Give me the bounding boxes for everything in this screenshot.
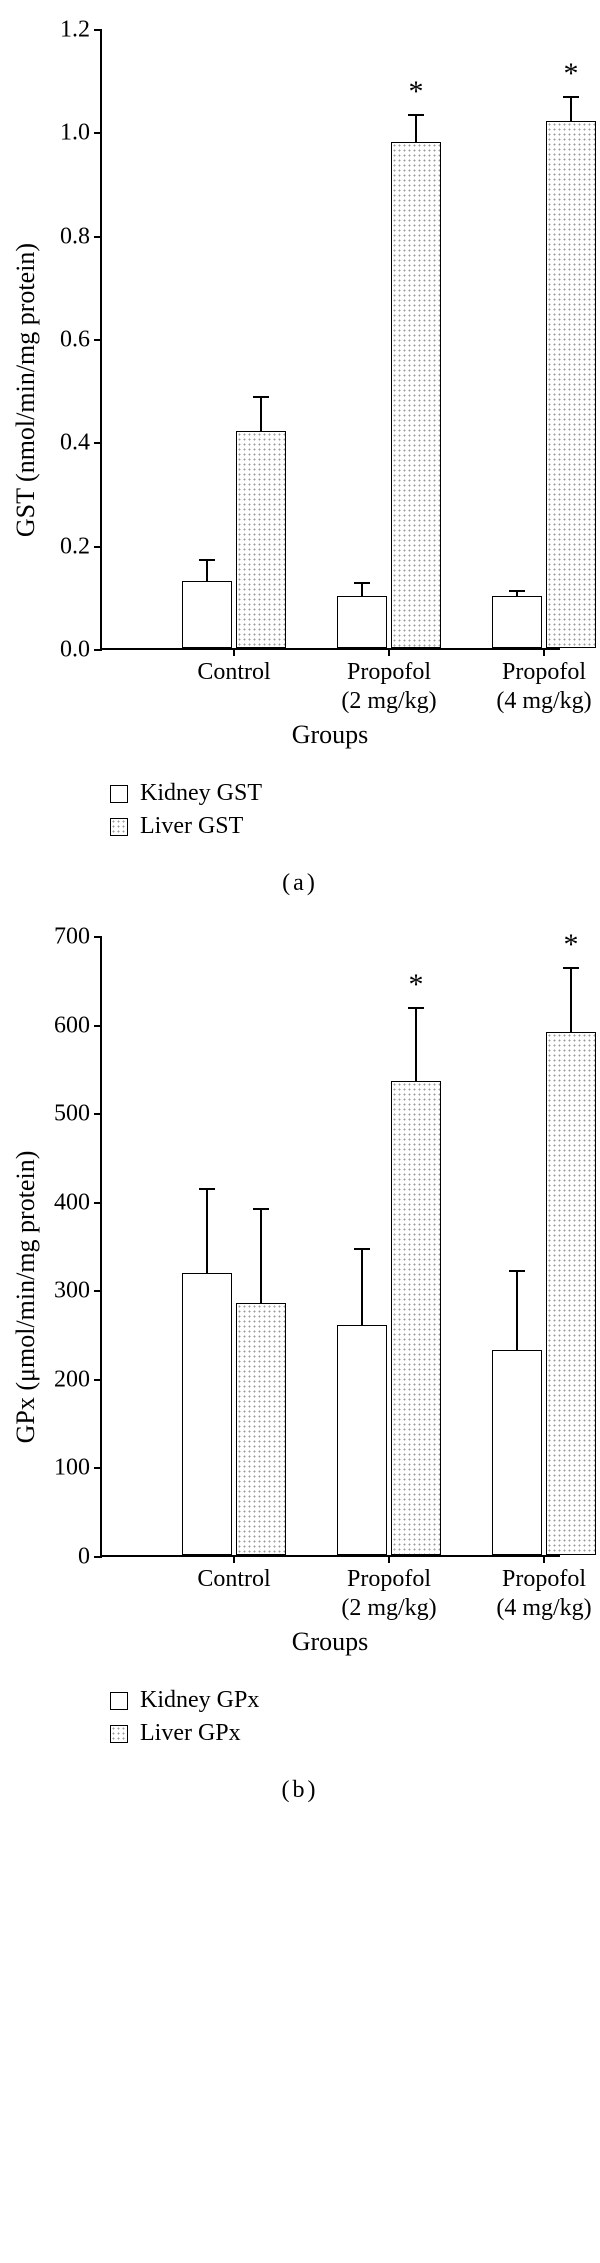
x-axis-label: Groups: [100, 720, 560, 750]
legend-item: Liver GPx: [110, 1720, 590, 1747]
error-bar: [361, 582, 363, 598]
error-bar: [260, 396, 262, 432]
x-tick-label: Propofol(4 mg/kg): [496, 1555, 591, 1623]
y-tick-label: 300: [54, 1278, 102, 1305]
y-tick-label: 700: [54, 924, 102, 951]
panel-label-b: (b): [10, 1777, 590, 1804]
bar-kidney: [337, 596, 387, 648]
bar-kidney: [182, 581, 232, 648]
bar-liver: [391, 142, 441, 648]
legend-a: Kidney GST Liver GST: [110, 780, 590, 840]
y-tick-label: 0.2: [60, 533, 102, 560]
figure-a: GST (nmol/min/mg protein) 0.00.20.40.60.…: [0, 0, 600, 907]
legend-swatch: [110, 1725, 128, 1743]
y-tick-label: 100: [54, 1455, 102, 1482]
figure-b: GPx (μmol/min/mg protein) 01002003004005…: [0, 907, 600, 1814]
bar-kidney: [492, 596, 542, 648]
bar-kidney: [492, 1350, 542, 1555]
y-tick-label: 400: [54, 1189, 102, 1216]
error-bar: [516, 590, 518, 598]
panel-label-a: (a): [10, 870, 590, 897]
x-tick-label: Propofol(2 mg/kg): [341, 1555, 436, 1623]
x-tick-label: Control: [197, 648, 270, 687]
bar-liver: [236, 1303, 286, 1555]
error-bar: [415, 1007, 417, 1082]
y-tick-label: 200: [54, 1366, 102, 1393]
legend-item: Kidney GPx: [110, 1687, 590, 1714]
significance-marker: *: [564, 928, 579, 962]
error-bar: [206, 1188, 208, 1275]
legend-swatch: [110, 818, 128, 836]
y-tick-label: 1.0: [60, 120, 102, 147]
y-tick-label: 0: [78, 1544, 102, 1571]
error-bar: [260, 1208, 262, 1304]
y-tick-label: 1.2: [60, 17, 102, 44]
x-tick-label: Propofol(4 mg/kg): [496, 648, 591, 716]
x-tick-label: Propofol(2 mg/kg): [341, 648, 436, 716]
y-tick-label: 500: [54, 1101, 102, 1128]
legend-swatch: [110, 1692, 128, 1710]
legend-label: Kidney GPx: [140, 1687, 259, 1714]
y-tick-label: 0.4: [60, 430, 102, 457]
error-bar: [516, 1270, 518, 1351]
error-bar: [570, 96, 572, 122]
error-bar: [206, 559, 208, 582]
error-bar: [570, 967, 572, 1033]
legend-label: Liver GST: [140, 813, 243, 840]
bar-liver: [391, 1081, 441, 1555]
y-axis-label: GST (nmol/min/mg protein): [11, 243, 41, 537]
legend-b: Kidney GPx Liver GPx: [110, 1687, 590, 1747]
significance-marker: *: [409, 75, 424, 109]
bar-kidney: [337, 1325, 387, 1555]
y-tick-label: 0.6: [60, 327, 102, 354]
y-axis-label: GPx (μmol/min/mg protein): [11, 1151, 41, 1444]
plot-area-b: 0100200300400500600700ControlPropofol(2 …: [100, 937, 560, 1557]
plot-wrap-b: GPx (μmol/min/mg protein) 01002003004005…: [100, 937, 560, 1657]
error-bar: [361, 1248, 363, 1326]
error-bar: [415, 114, 417, 142]
bar-liver: [546, 1032, 596, 1555]
y-tick-label: 0.8: [60, 223, 102, 250]
y-tick-label: 600: [54, 1012, 102, 1039]
significance-marker: *: [564, 57, 579, 91]
x-tick-label: Control: [197, 1555, 270, 1594]
legend-item: Kidney GST: [110, 780, 590, 807]
bar-kidney: [182, 1273, 232, 1555]
legend-label: Kidney GST: [140, 780, 262, 807]
y-tick-label: 0.0: [60, 637, 102, 664]
bar-liver: [236, 431, 286, 648]
legend-item: Liver GST: [110, 813, 590, 840]
significance-marker: *: [409, 968, 424, 1002]
legend-label: Liver GPx: [140, 1720, 241, 1747]
plot-area-a: 0.00.20.40.60.81.01.2ControlPropofol(2 m…: [100, 30, 560, 650]
legend-swatch: [110, 785, 128, 803]
plot-wrap-a: GST (nmol/min/mg protein) 0.00.20.40.60.…: [100, 30, 560, 750]
x-axis-label: Groups: [100, 1627, 560, 1657]
bar-liver: [546, 121, 596, 648]
